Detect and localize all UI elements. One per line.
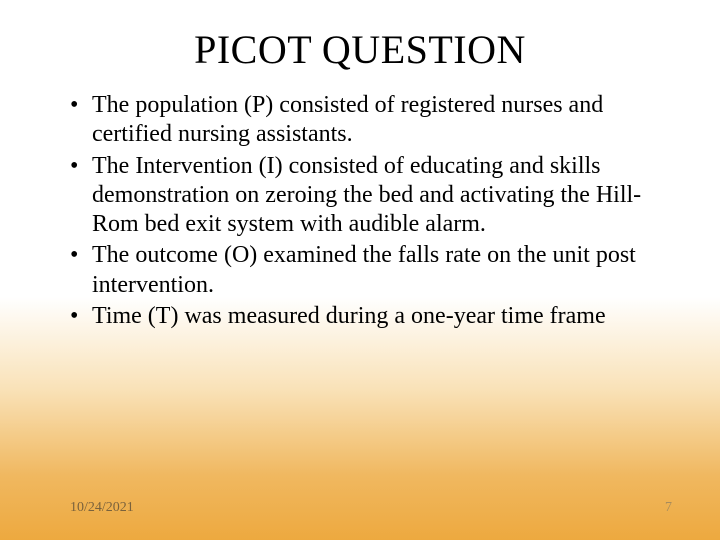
bullet-list: The population (P) consisted of register… <box>0 91 720 331</box>
bullet-text: The outcome (O) examined the falls rate … <box>92 242 636 297</box>
list-item: The population (P) consisted of register… <box>70 91 660 150</box>
list-item: The outcome (O) examined the falls rate … <box>70 241 660 300</box>
list-item: Time (T) was measured during a one-year … <box>70 302 660 331</box>
footer-page-number: 7 <box>665 500 672 516</box>
bullet-text: Time (T) was measured during a one-year … <box>92 303 606 329</box>
slide: PICOT QUESTION The population (P) consis… <box>0 0 720 540</box>
bullet-text: The Intervention (I) consisted of educat… <box>92 153 641 238</box>
footer-date: 10/24/2021 <box>70 500 134 516</box>
slide-title: PICOT QUESTION <box>0 0 720 73</box>
list-item: The Intervention (I) consisted of educat… <box>70 152 660 240</box>
bullet-text: The population (P) consisted of register… <box>92 92 603 147</box>
